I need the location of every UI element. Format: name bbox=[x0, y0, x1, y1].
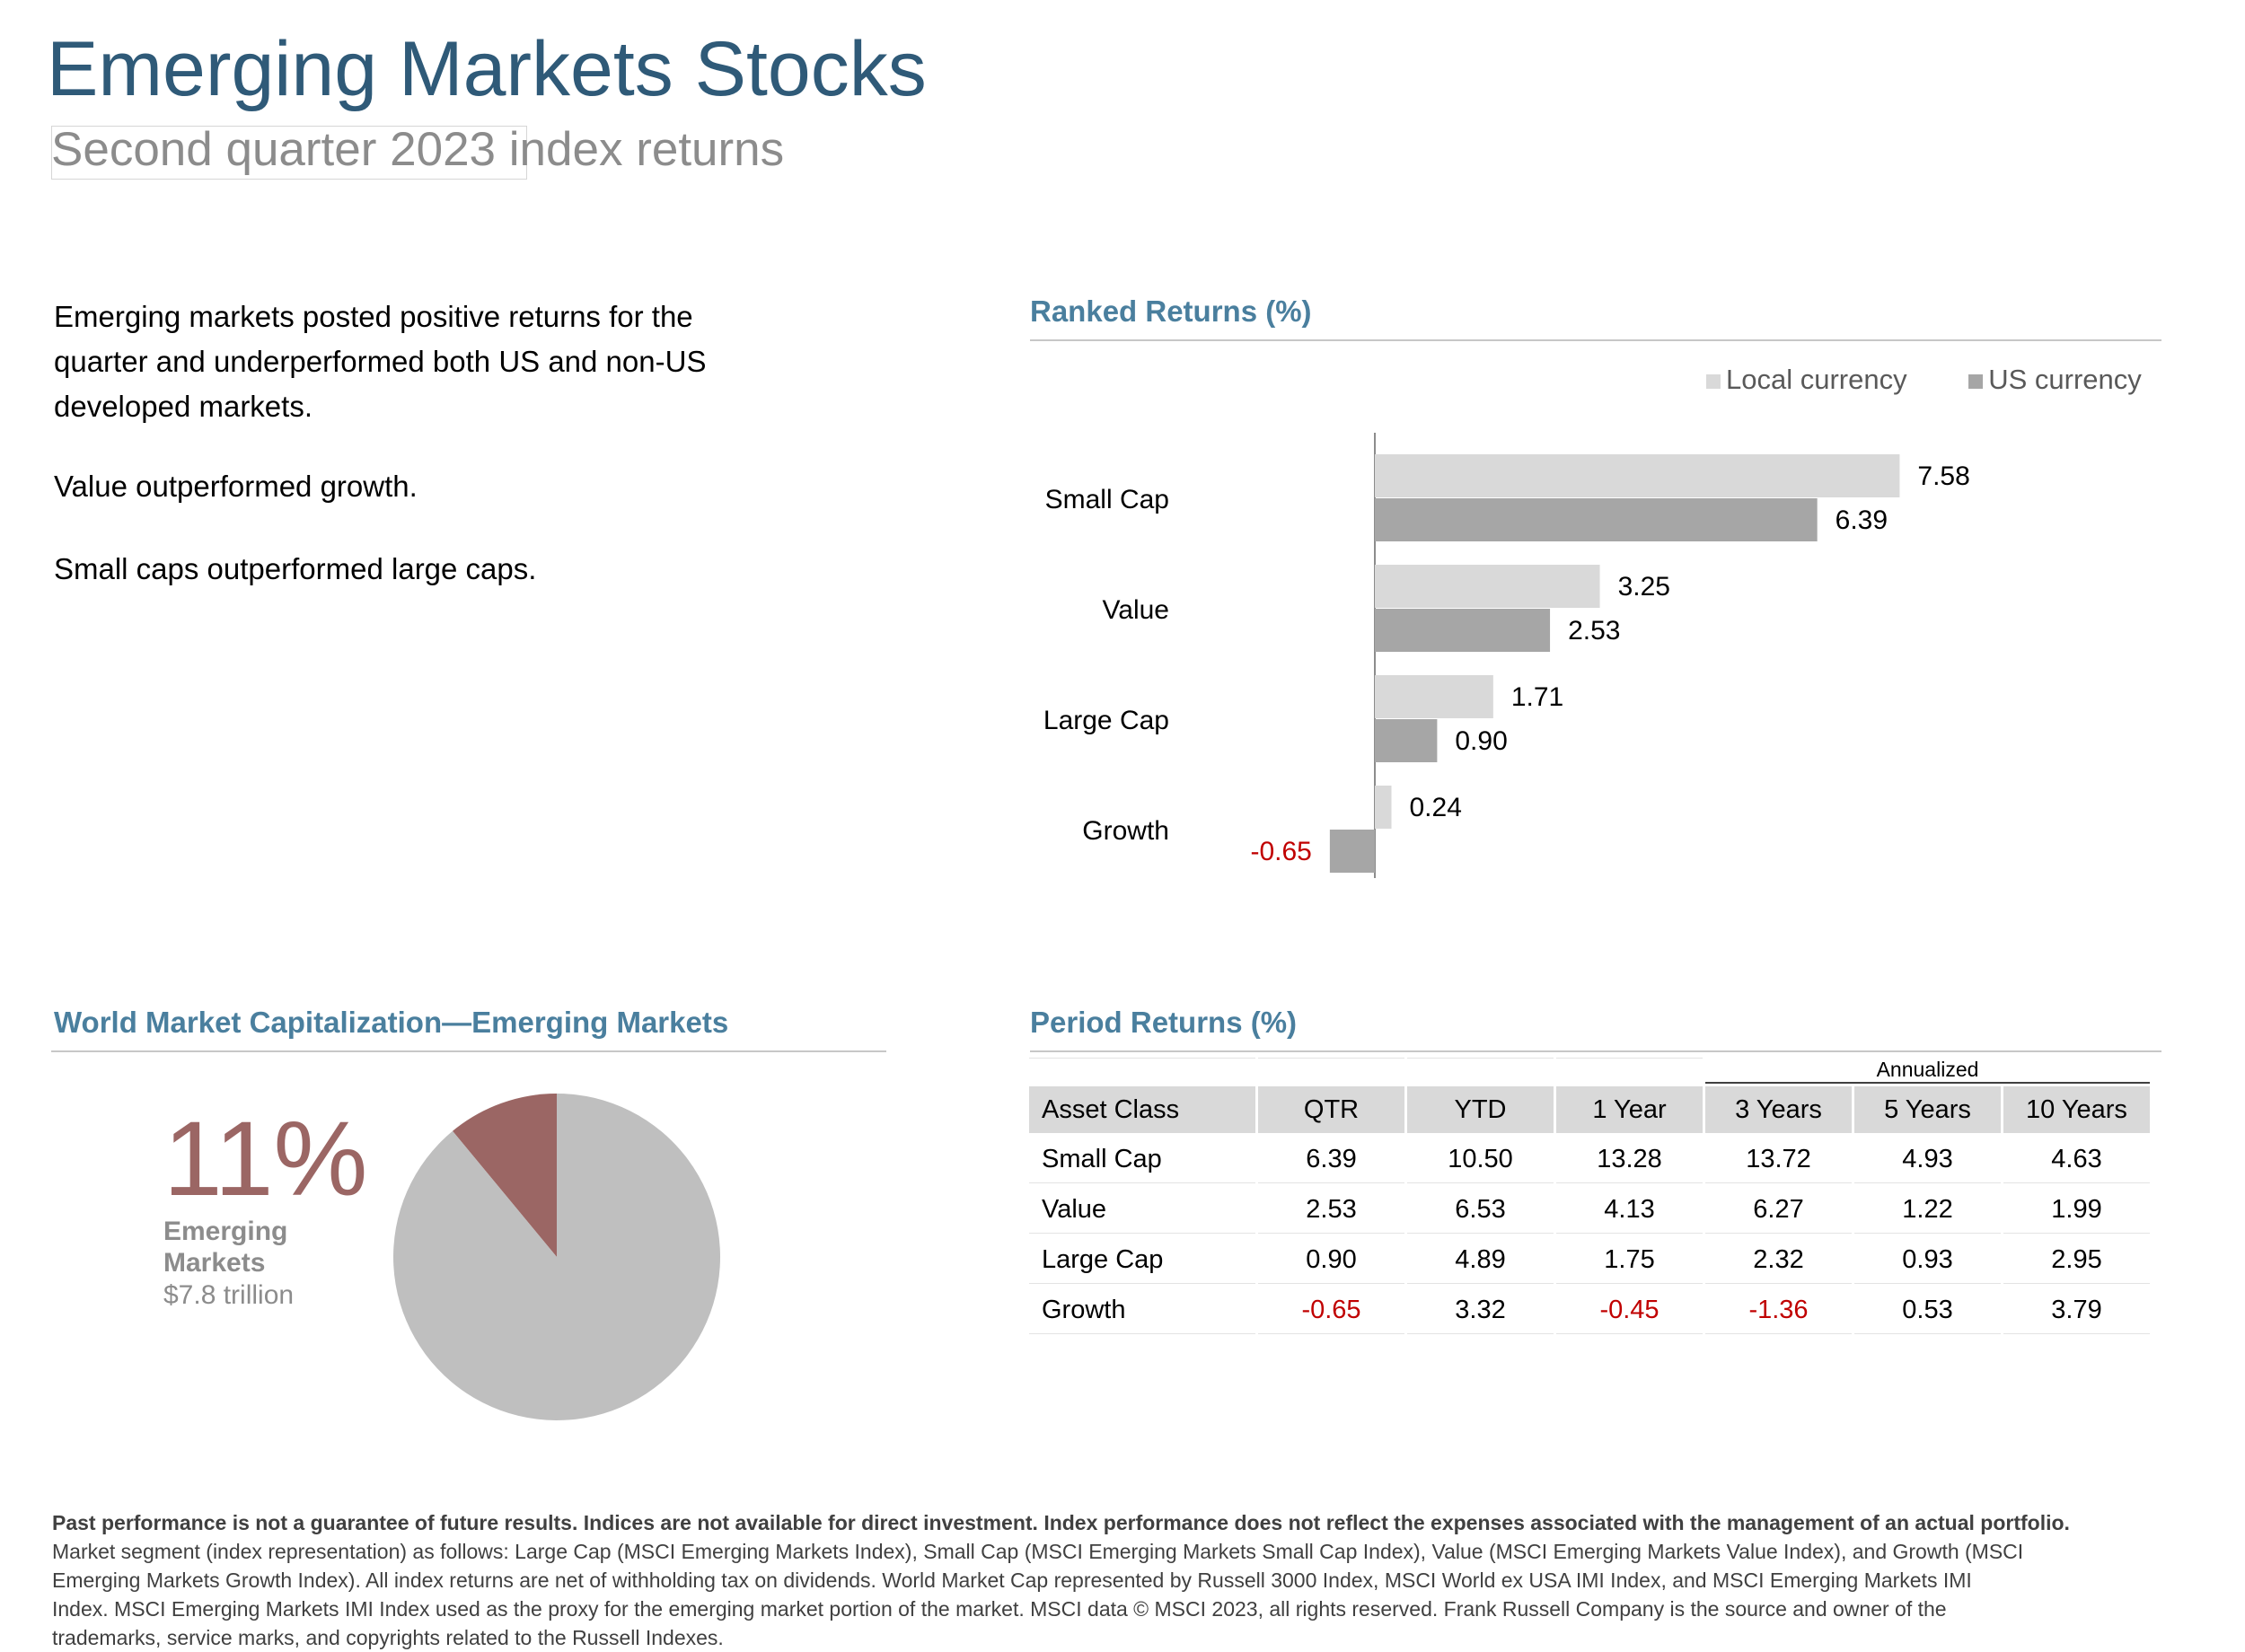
table-row: Large Cap 0.90 4.89 1.75 2.32 0.93 2.95 bbox=[1029, 1236, 2150, 1284]
world-cap-rule bbox=[51, 1050, 886, 1052]
annualized-label: Annualized bbox=[1705, 1058, 2150, 1084]
bar-local bbox=[1375, 565, 1600, 608]
table-cell: -0.65 bbox=[1258, 1287, 1404, 1334]
summary-text-1: Emerging markets posted positive returns… bbox=[54, 300, 707, 423]
column-header: 1 Year bbox=[1556, 1086, 1703, 1133]
ranked-returns-rule bbox=[1030, 339, 2161, 341]
column-header: QTR bbox=[1258, 1086, 1404, 1133]
data-label: 1.71 bbox=[1511, 682, 1563, 712]
column-header: YTD bbox=[1407, 1086, 1554, 1133]
table-cell: 2.53 bbox=[1258, 1186, 1404, 1234]
table-cell: 2.32 bbox=[1705, 1236, 1852, 1284]
period-returns-table: Annualized Asset Class QTR YTD 1 Year 3 … bbox=[1026, 1055, 2153, 1337]
bar-local bbox=[1375, 786, 1392, 829]
table-cell: 4.89 bbox=[1407, 1236, 1554, 1284]
ranked-legend: Local currency US currency bbox=[1706, 364, 2142, 396]
page-subtitle: Second quarter 2023 index returns bbox=[51, 123, 785, 176]
column-header: Asset Class bbox=[1029, 1086, 1255, 1133]
bar-local bbox=[1375, 454, 1900, 497]
table-cell: 4.93 bbox=[1854, 1136, 2001, 1183]
table-row: Small Cap 6.39 10.50 13.28 13.72 4.93 4.63 bbox=[1029, 1136, 2150, 1183]
legend-swatch-local bbox=[1706, 374, 1721, 389]
bar-us bbox=[1375, 609, 1551, 652]
table-cell: -1.36 bbox=[1705, 1287, 1852, 1334]
period-returns-rule bbox=[1030, 1050, 2161, 1052]
table-cell: 6.53 bbox=[1407, 1186, 1554, 1234]
table-cell: 13.72 bbox=[1705, 1136, 1852, 1183]
table-cell: 1.22 bbox=[1854, 1186, 2001, 1234]
em-value-label: $7.8 trillion bbox=[163, 1280, 295, 1310]
data-label: 0.24 bbox=[1410, 793, 1462, 822]
table-cell: 0.53 bbox=[1854, 1287, 2001, 1334]
row-label: Large Cap bbox=[1029, 1236, 1255, 1284]
em-percent-label: 11% bbox=[163, 1100, 368, 1218]
data-label: -0.65 bbox=[1250, 837, 1311, 866]
bar-us bbox=[1329, 830, 1375, 873]
legend-label-local: Local currency bbox=[1726, 364, 1907, 395]
table-cell: 1.75 bbox=[1556, 1236, 1703, 1284]
row-label: Growth bbox=[1029, 1287, 1255, 1334]
ranked-returns-title: Ranked Returns (%) bbox=[1030, 294, 1312, 328]
table-cell: 0.93 bbox=[1854, 1236, 2001, 1284]
bar-local bbox=[1375, 675, 1493, 718]
column-header: 5 Years bbox=[1854, 1086, 2001, 1133]
table-cell: 6.39 bbox=[1258, 1136, 1404, 1183]
table-cell: 4.63 bbox=[2003, 1136, 2150, 1183]
subtitle-outline bbox=[51, 126, 527, 180]
table-cell: -0.45 bbox=[1556, 1287, 1703, 1334]
table-header-row: Asset Class QTR YTD 1 Year 3 Years 5 Yea… bbox=[1029, 1086, 2150, 1133]
summary-text-2: Value outperformed growth. bbox=[54, 470, 418, 503]
table-cell: 0.90 bbox=[1258, 1236, 1404, 1284]
pie-slice-emerging bbox=[452, 1094, 557, 1257]
table-row: Growth -0.65 3.32 -0.45 -1.36 0.53 3.79 bbox=[1029, 1287, 2150, 1334]
data-label: 0.90 bbox=[1455, 726, 1507, 756]
category-label: Growth bbox=[1082, 816, 1169, 846]
bar-us bbox=[1375, 719, 1438, 762]
row-label: Small Cap bbox=[1029, 1136, 1255, 1183]
data-label: 2.53 bbox=[1568, 616, 1620, 646]
page-title: Emerging Markets Stocks bbox=[47, 26, 927, 112]
table-cell: 3.32 bbox=[1407, 1287, 1554, 1334]
column-header: 3 Years bbox=[1705, 1086, 1852, 1133]
legend-swatch-us bbox=[1968, 374, 1984, 389]
disclaimer-text: Market segment (index representation) as… bbox=[52, 1540, 2024, 1649]
column-header: 10 Years bbox=[2003, 1086, 2150, 1133]
table-cell: 1.99 bbox=[2003, 1186, 2150, 1234]
data-label: 3.25 bbox=[1618, 572, 1670, 602]
table-cell: 6.27 bbox=[1705, 1186, 1852, 1234]
pie-slice-rest bbox=[393, 1094, 720, 1420]
em-name-label: Emerging Markets bbox=[163, 1217, 288, 1278]
table-cell: 10.50 bbox=[1407, 1136, 1554, 1183]
table-group-row: Annualized bbox=[1029, 1058, 2150, 1084]
category-label: Value bbox=[1102, 595, 1169, 625]
category-label: Large Cap bbox=[1043, 706, 1169, 735]
legend-label-us: US currency bbox=[1988, 364, 2142, 395]
ranked-returns-chart: Small Cap 7.58 6.39 Value 3.25 2.53 Large Cap 1… bbox=[1043, 433, 1970, 878]
world-cap-pie bbox=[393, 1094, 720, 1420]
row-label: Value bbox=[1029, 1186, 1255, 1234]
data-label: 6.39 bbox=[1836, 505, 1888, 535]
table-cell: 4.13 bbox=[1556, 1186, 1703, 1234]
table-cell: 3.79 bbox=[2003, 1287, 2150, 1334]
period-returns-title: Period Returns (%) bbox=[1030, 1006, 1298, 1039]
world-cap-title: World Market Capitalization—Emerging Mar… bbox=[54, 1006, 729, 1039]
data-label: 7.58 bbox=[1917, 461, 1969, 491]
disclaimer-bold: Past performance is not a guarantee of f… bbox=[52, 1511, 2070, 1534]
table-cell: 2.95 bbox=[2003, 1236, 2150, 1284]
summary-text-3: Small caps outperformed large caps. bbox=[54, 552, 537, 585]
category-label: Small Cap bbox=[1045, 485, 1169, 514]
bar-us bbox=[1375, 498, 1818, 541]
table-row: Value 2.53 6.53 4.13 6.27 1.22 1.99 bbox=[1029, 1186, 2150, 1234]
table-cell: 13.28 bbox=[1556, 1136, 1703, 1183]
